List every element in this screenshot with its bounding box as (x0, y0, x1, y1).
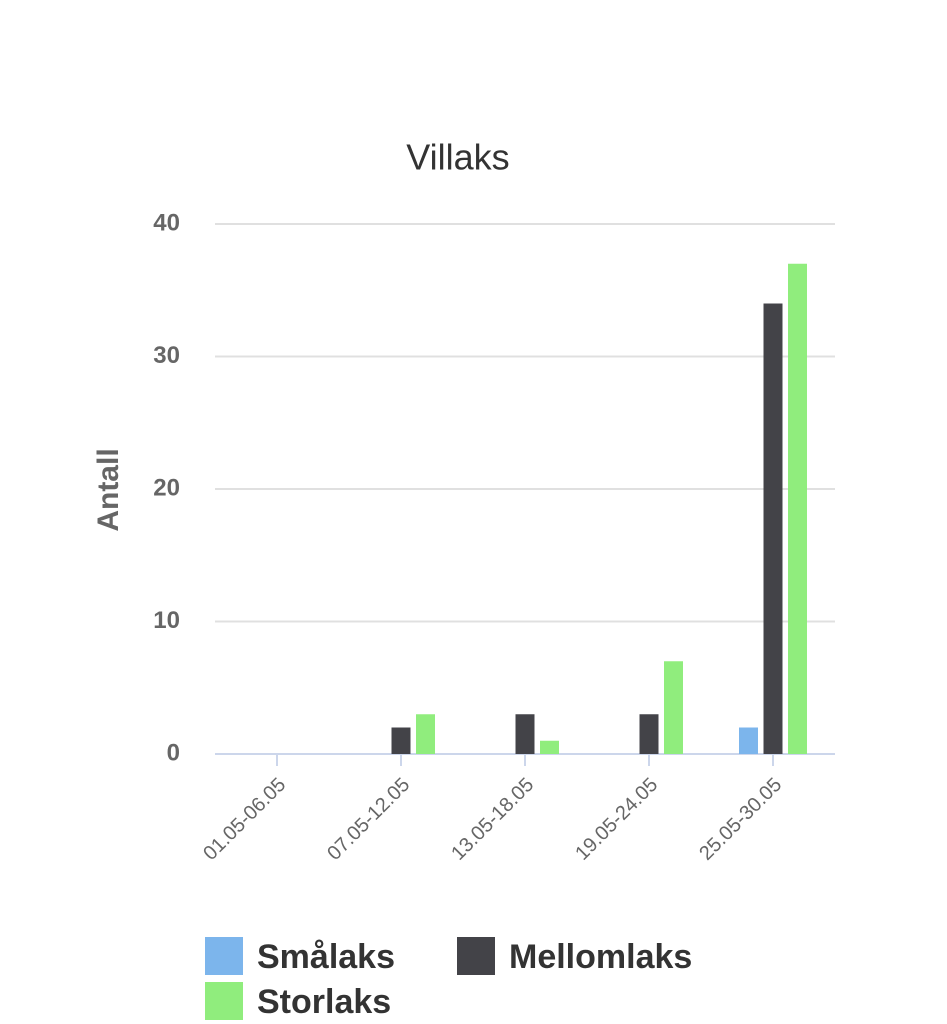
bar (788, 263, 807, 754)
y-axis-label: Antall (92, 448, 125, 531)
bar (416, 714, 435, 754)
bar (540, 740, 559, 754)
bar (639, 714, 659, 754)
bar (515, 714, 535, 754)
y-tick-label: 10 (153, 607, 180, 634)
y-tick-label: 30 (153, 342, 180, 369)
y-tick-label: 20 (153, 474, 180, 501)
legend-label: Storlaks (257, 983, 391, 1021)
bar (391, 727, 411, 754)
x-tick-label: 25.05-30.05 (695, 774, 786, 865)
y-tick-label: 0 (167, 739, 180, 766)
legend-label: Smålaks (257, 938, 395, 976)
x-tick-label: 07.05-12.05 (323, 774, 414, 865)
x-tick-label: 19.05-24.05 (571, 774, 662, 865)
chart-title: Villaks (406, 137, 509, 178)
legend-label: Mellomlaks (509, 938, 692, 976)
bar (739, 727, 758, 754)
legend-swatch (205, 937, 243, 975)
legend-swatch (457, 937, 495, 975)
bar (664, 661, 683, 754)
y-tick-label: 40 (153, 209, 180, 236)
legend-swatch (205, 982, 243, 1020)
bar (763, 303, 783, 754)
x-tick-label: 13.05-18.05 (447, 774, 538, 865)
x-tick-label: 01.05-06.05 (199, 774, 290, 865)
